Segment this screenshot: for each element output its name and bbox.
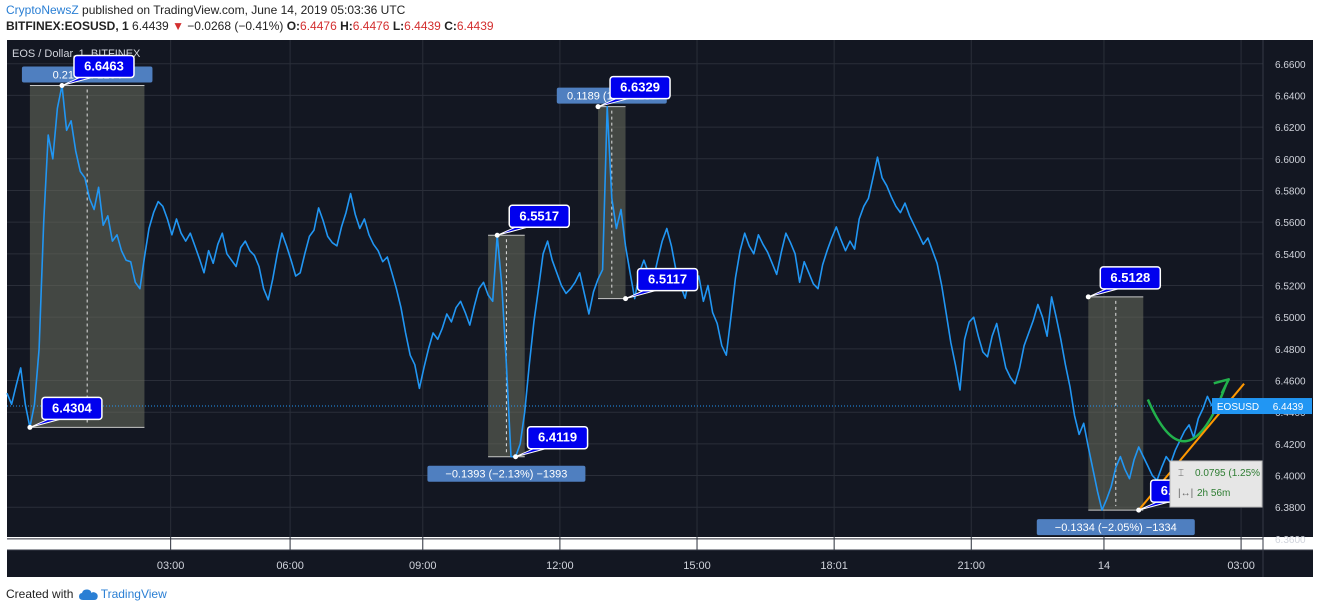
callout-box bbox=[1099, 266, 1162, 290]
published-text: published on TradingView.com, June 14, 2… bbox=[78, 3, 406, 17]
callout-anchor bbox=[1136, 507, 1142, 513]
callout-label: 6.6463 bbox=[84, 58, 124, 73]
time-tick-label: 03:00 bbox=[157, 560, 185, 572]
callout-anchor bbox=[1085, 294, 1091, 300]
time-tick-label: 03:00 bbox=[1227, 560, 1255, 572]
duration-icon: |↔| bbox=[1178, 488, 1193, 499]
callout-box bbox=[636, 267, 699, 292]
callout-label: 6.4119 bbox=[538, 430, 577, 445]
price-tick-label: 6.4600 bbox=[1275, 377, 1306, 388]
callout-label: 6.5128 bbox=[1110, 270, 1150, 285]
tradingview-cloud-icon bbox=[78, 589, 98, 600]
price-tick-label: 6.5600 bbox=[1275, 218, 1306, 229]
measure-label: −0.1393 (−2.13%) −1393 bbox=[445, 469, 567, 481]
last-price-tag-bg bbox=[1264, 398, 1312, 415]
price-tick-label: 6.3600 bbox=[1275, 535, 1306, 546]
symbol-tag-label: EOSUSD bbox=[1217, 402, 1259, 413]
measure-label-bg bbox=[427, 465, 586, 482]
low-label: L: bbox=[392, 19, 405, 33]
callout-anchor bbox=[623, 296, 629, 302]
time-tick-label: 21:00 bbox=[957, 560, 985, 572]
price-tick-label: 6.6200 bbox=[1275, 123, 1306, 134]
callout-anchor bbox=[27, 424, 33, 430]
measure-label: −0.1334 (−2.05%) −1334 bbox=[1055, 522, 1177, 534]
callout-label: 6.5117 bbox=[648, 272, 687, 287]
close-value: 6.4439 bbox=[456, 19, 494, 33]
symbol-name: BITFINEX:EOSUSD, 1 bbox=[6, 19, 129, 33]
symbol-tag-bg bbox=[1212, 398, 1264, 415]
price-tick-label: 6.4000 bbox=[1275, 472, 1306, 483]
footer: Created with TradingView bbox=[6, 587, 167, 601]
time-tick-label: 09:00 bbox=[409, 560, 437, 572]
price-tick-label: 6.6600 bbox=[1275, 60, 1306, 71]
down-arrow-icon: ▼ bbox=[172, 19, 184, 33]
last-price: 6.4439 bbox=[128, 19, 173, 33]
callout-box bbox=[526, 425, 589, 450]
range-icon: ⌶ bbox=[1178, 468, 1184, 479]
info-box-price-change: 0.0795 (1.25% bbox=[1195, 468, 1260, 479]
time-tick-label: 12:00 bbox=[546, 560, 574, 572]
close-label: C: bbox=[444, 19, 457, 33]
measure-box bbox=[488, 235, 525, 457]
price-tick-label: 6.4200 bbox=[1275, 440, 1306, 451]
brand-link[interactable]: CryptoNewsZ bbox=[6, 3, 79, 17]
callout-anchor bbox=[595, 104, 601, 110]
price-tick-label: 6.5000 bbox=[1275, 313, 1306, 324]
time-tick-label: 14 bbox=[1098, 560, 1110, 572]
publish-info: CryptoNewsZ published on TradingView.com… bbox=[6, 3, 405, 17]
tradingview-link[interactable]: TradingView bbox=[100, 587, 167, 601]
open-label: O: bbox=[286, 19, 301, 33]
green-arrow-head bbox=[1213, 378, 1230, 394]
price-tick-label: 6.4800 bbox=[1275, 345, 1306, 356]
info-box-duration: 2h 56m bbox=[1197, 488, 1230, 499]
high-value: 6.4476 bbox=[352, 19, 393, 33]
high-label: H: bbox=[340, 19, 353, 33]
price-tick-label: 6.6400 bbox=[1275, 91, 1306, 102]
measure-label-bg bbox=[1036, 519, 1195, 536]
callout-anchor bbox=[59, 82, 65, 88]
last-price-tag-value: 6.4439 bbox=[1273, 402, 1304, 413]
time-tick-label: 15:00 bbox=[683, 560, 711, 572]
price-tick-label: 6.6000 bbox=[1275, 155, 1306, 166]
time-tick-label: 18:01 bbox=[820, 560, 848, 572]
callout-box bbox=[609, 75, 671, 100]
price-tick-label: 6.5800 bbox=[1275, 186, 1306, 197]
callout-anchor bbox=[494, 232, 500, 238]
open-value: 6.4476 bbox=[300, 19, 341, 33]
callout-box bbox=[508, 204, 570, 229]
price-tick-label: 6.3800 bbox=[1275, 503, 1306, 514]
low-value: 6.4439 bbox=[404, 19, 445, 33]
time-axis-background bbox=[7, 550, 1313, 577]
callout-box bbox=[41, 396, 103, 421]
created-with-text: Created with bbox=[6, 587, 77, 601]
price-tick-label: 6.5200 bbox=[1275, 281, 1306, 292]
callout-label: 6.4304 bbox=[52, 400, 93, 415]
info-box bbox=[1169, 460, 1263, 508]
price-change: −0.0268 (−0.41%) bbox=[183, 19, 287, 33]
callout-anchor bbox=[513, 454, 519, 460]
price-tick-label: 6.5400 bbox=[1275, 250, 1306, 261]
callout-label: 6.6329 bbox=[620, 80, 660, 95]
callout-box bbox=[73, 54, 135, 79]
measure-box bbox=[29, 85, 145, 428]
price-line bbox=[6, 84, 1213, 511]
symbol-info: BITFINEX:EOSUSD, 1 6.4439 ▼ −0.0268 (−0.… bbox=[6, 19, 494, 33]
time-tick-label: 06:00 bbox=[276, 560, 304, 572]
callout-label: 6.5517 bbox=[519, 208, 559, 223]
